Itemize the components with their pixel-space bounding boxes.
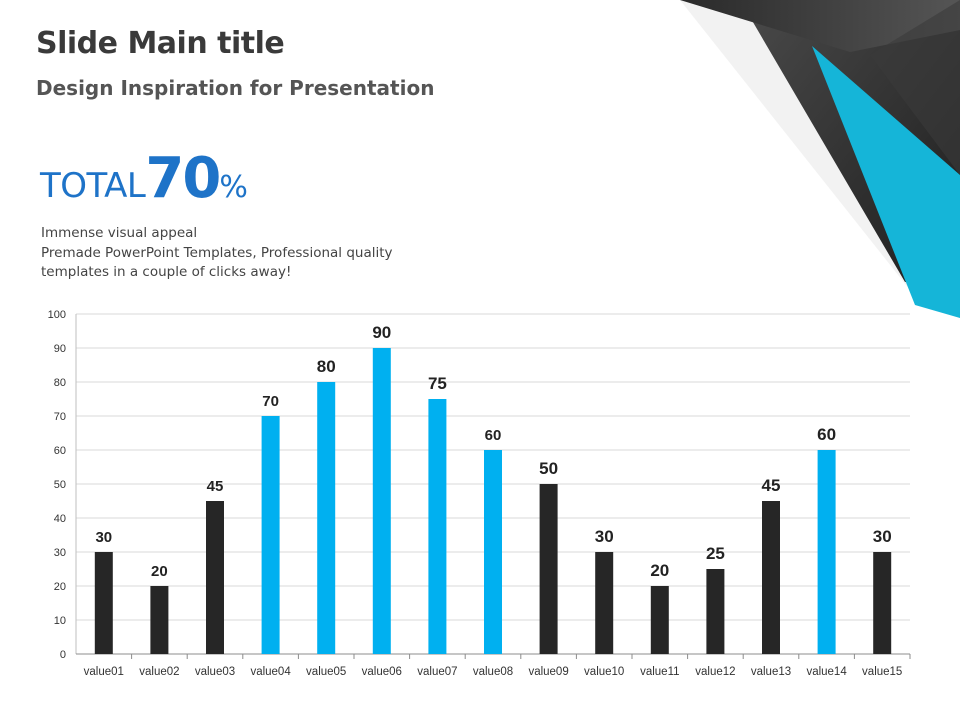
x-tick-label: value03: [195, 666, 235, 678]
total-value: 70: [145, 146, 221, 211]
data-label: 75: [428, 374, 447, 393]
x-tick-label: value15: [862, 666, 902, 678]
bar: [206, 501, 224, 654]
bar: [150, 586, 169, 654]
total-unit: %: [219, 170, 248, 205]
y-tick-label: 40: [54, 513, 66, 525]
x-tick-label: value12: [695, 666, 735, 678]
description-line: Immense visual appeal: [41, 225, 198, 241]
bar: [261, 416, 280, 654]
data-label: 45: [762, 476, 781, 495]
data-label: 20: [151, 563, 168, 580]
y-tick-label: 60: [54, 445, 66, 457]
description-line: Premade PowerPoint Templates, Profession…: [41, 244, 393, 261]
total-stat: TOTAL70%: [40, 146, 248, 211]
x-tick-label: value14: [806, 666, 847, 678]
y-tick-label: 80: [54, 377, 66, 389]
bar: [595, 552, 614, 654]
slide-title: Slide Main title: [36, 26, 285, 61]
x-tick-label: value10: [584, 666, 624, 678]
data-label: 80: [317, 357, 336, 376]
data-label: 30: [873, 527, 892, 546]
x-tick-label: value02: [139, 666, 179, 678]
data-label: 45: [207, 478, 224, 495]
data-label: 50: [539, 459, 558, 478]
x-tick-label: value04: [250, 666, 291, 678]
x-tick-label: value09: [528, 666, 568, 678]
description-line: templates in a couple of clicks away!: [41, 264, 292, 280]
y-tick-label: 10: [54, 615, 66, 627]
bar: [317, 382, 336, 654]
data-label: 70: [262, 393, 279, 410]
slide-subtitle: Design Inspiration for Presentation: [36, 76, 435, 100]
data-label: 60: [485, 427, 502, 444]
bar: [817, 450, 836, 654]
y-tick-label: 30: [54, 547, 66, 559]
data-label: 30: [595, 527, 614, 546]
bar: [484, 450, 502, 654]
y-tick-label: 90: [54, 343, 66, 355]
x-tick-label: value13: [751, 666, 791, 678]
y-tick-label: 50: [54, 479, 66, 491]
description: Immense visual appeal Premade PowerPoint…: [41, 224, 401, 283]
x-tick-label: value08: [473, 666, 513, 678]
bar: [706, 569, 725, 654]
total-label: TOTAL: [40, 166, 146, 206]
data-label: 60: [817, 425, 836, 444]
x-tick-label: value01: [84, 666, 124, 678]
x-tick-label: value05: [306, 666, 346, 678]
data-label: 20: [650, 561, 669, 580]
x-tick-label: value06: [362, 666, 402, 678]
data-label: 30: [95, 529, 112, 546]
bar: [762, 501, 780, 654]
data-label: 25: [706, 544, 725, 563]
bar: [539, 484, 558, 654]
y-tick-label: 100: [48, 309, 66, 321]
y-tick-label: 0: [60, 649, 66, 661]
x-tick-label: value07: [417, 666, 457, 678]
y-tick-label: 20: [54, 581, 66, 593]
y-tick-label: 70: [54, 411, 66, 423]
data-label: 90: [372, 323, 391, 342]
x-tick-label: value11: [640, 666, 679, 678]
bar: [428, 399, 447, 654]
bar: [94, 552, 113, 654]
bar: [650, 586, 669, 654]
bar: [873, 552, 892, 654]
bar: [372, 348, 391, 654]
